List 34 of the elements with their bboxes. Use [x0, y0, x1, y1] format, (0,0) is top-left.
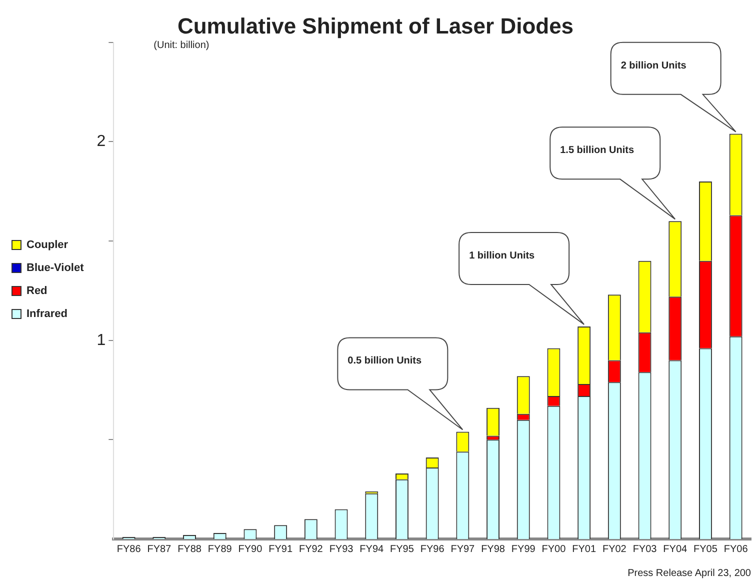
y-tick-label: 1: [96, 332, 106, 349]
x-tick-label: FY90: [238, 544, 263, 555]
x-tick-label: FY89: [208, 544, 232, 555]
x-tick-label: FY96: [420, 544, 445, 555]
chart-title: Cumulative Shipment of Laser Diodes: [177, 13, 574, 38]
x-tick-label: FY04: [663, 544, 688, 555]
y-tick-label: 2: [96, 133, 106, 150]
x-tick-label: FY02: [602, 544, 627, 555]
legend-label: Coupler: [26, 239, 69, 252]
x-tick-label: FY93: [329, 544, 354, 555]
legend-label: Red: [26, 285, 48, 298]
x-tick-label: FY88: [178, 544, 202, 555]
x-tick-label: FY98: [481, 544, 506, 555]
x-tick-label: FY87: [147, 544, 172, 555]
x-tick-label: FY99: [511, 544, 536, 555]
annotation: 2 billion Units: [620, 60, 687, 72]
x-tick-label: FY01: [572, 544, 596, 555]
annotation: 0.5 billion Units: [348, 356, 422, 367]
x-tick-label: FY94: [360, 544, 384, 555]
x-tick-label: FY05: [694, 544, 718, 555]
x-tick-label: FY95: [390, 544, 414, 555]
annotation: 1.5 billion Units: [560, 145, 634, 156]
x-tick-label: FY86: [116, 544, 142, 555]
annotation: (Unit: billion): [154, 40, 210, 51]
x-tick-label: FY06: [724, 544, 748, 555]
legend-label: Infrared: [26, 308, 68, 320]
x-tick-label: FY91: [268, 544, 293, 555]
x-tick-label: FY92: [298, 544, 324, 555]
annotation: 1 billion Units: [469, 250, 536, 262]
x-tick-label: FY00: [542, 544, 566, 555]
x-tick-label: FY97: [450, 544, 476, 555]
x-tick-label: FY03: [632, 544, 658, 555]
text: Press Release April 23, 200: [628, 568, 752, 579]
legend-label: Blue-Violet: [26, 262, 84, 274]
